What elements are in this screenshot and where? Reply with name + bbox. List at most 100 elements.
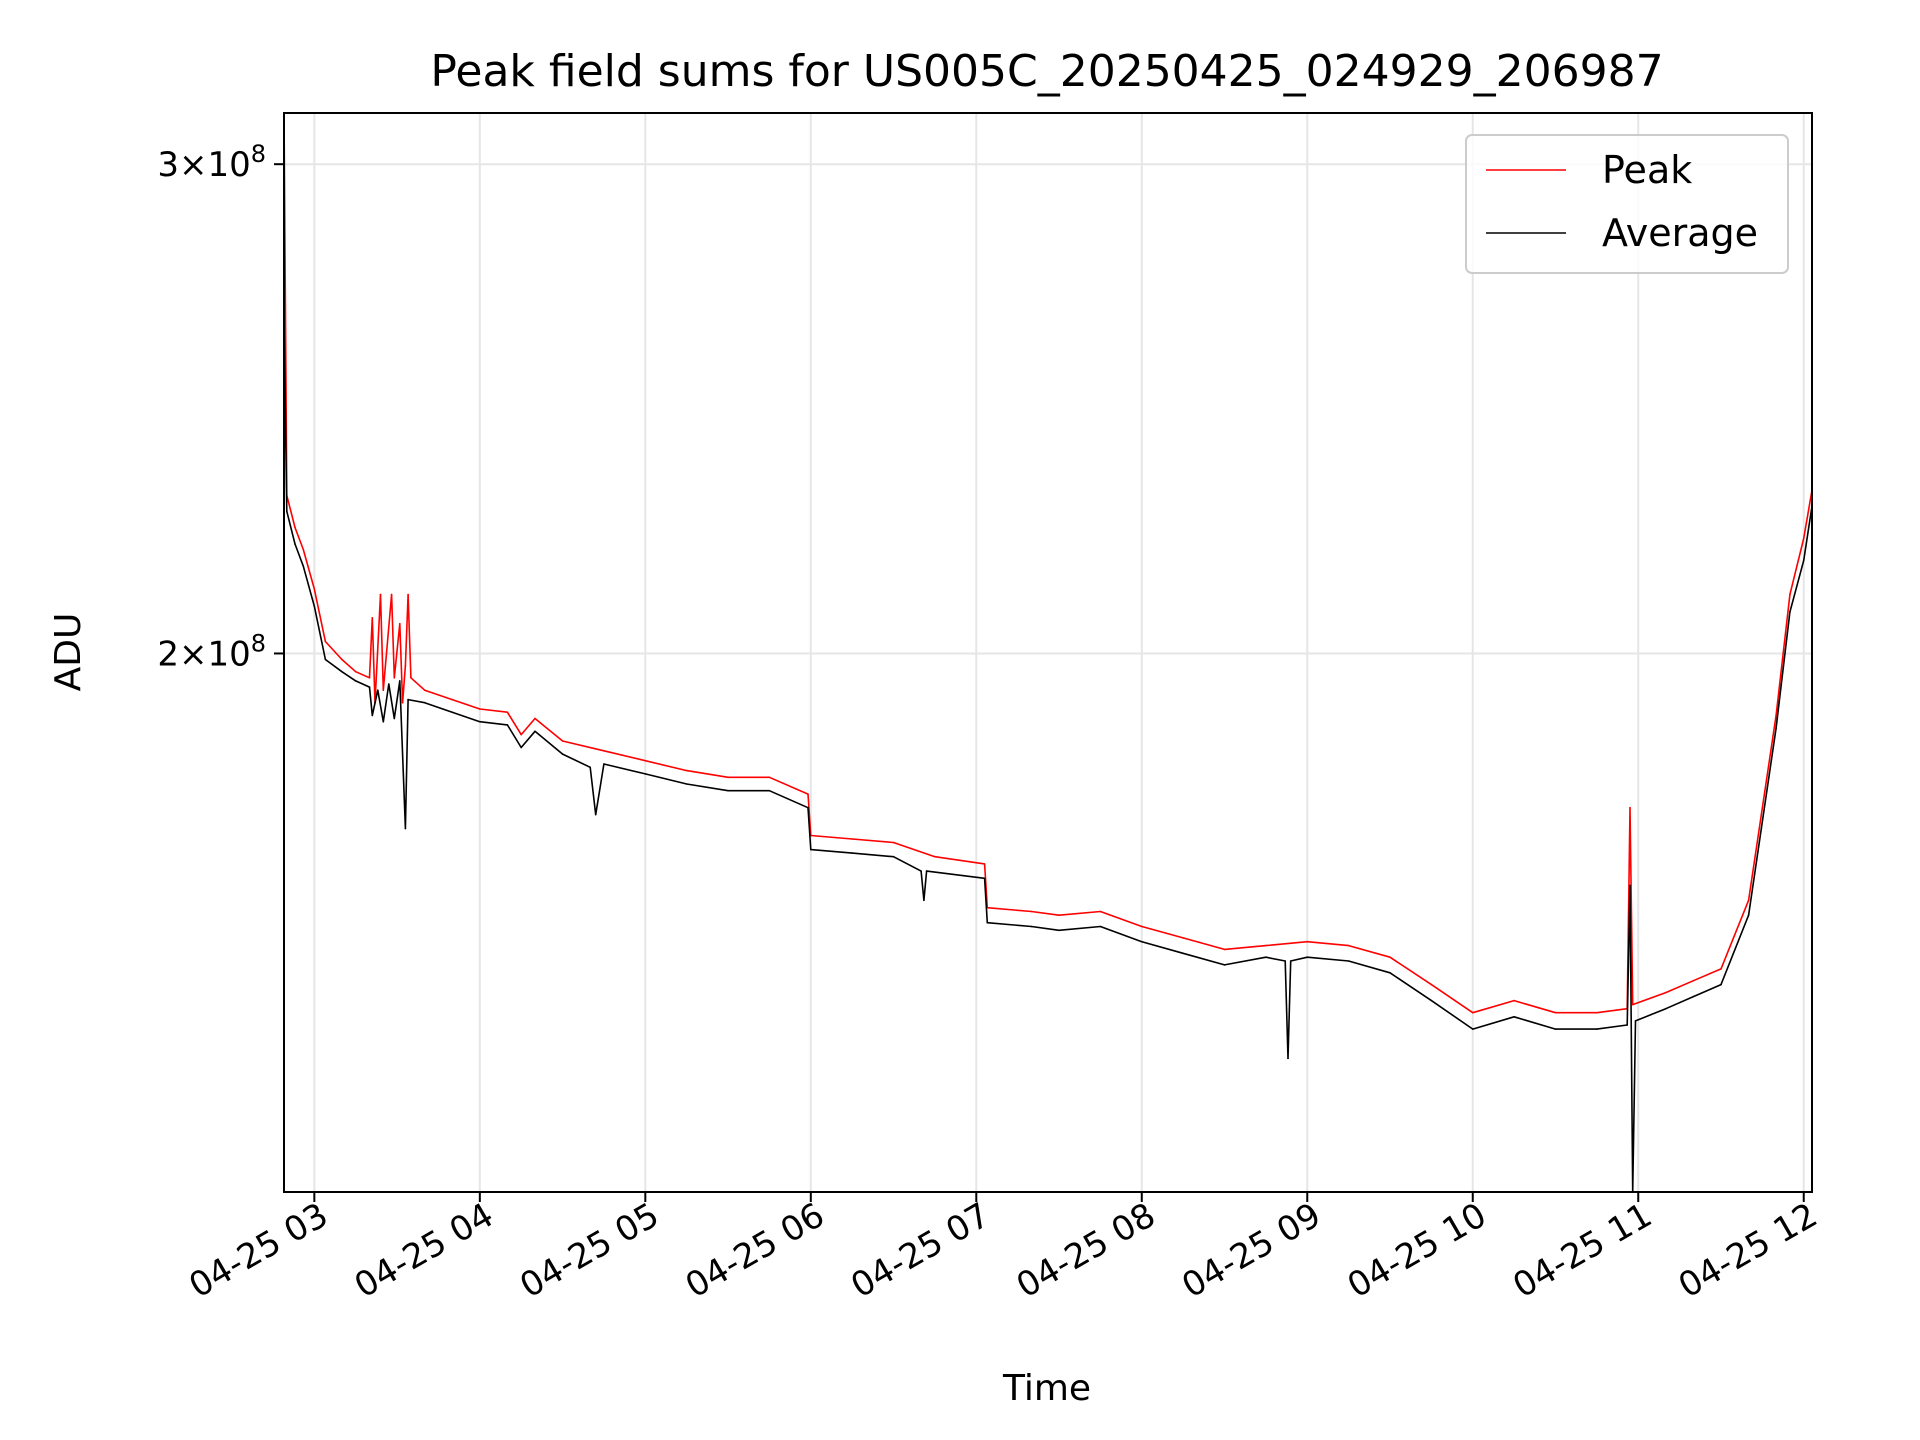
data-point-average (892, 855, 895, 858)
data-point-average (1430, 999, 1433, 1002)
data-point-average (1789, 611, 1791, 613)
data-point-peak (506, 711, 509, 713)
data-point-peak (1265, 944, 1267, 947)
data-point-average (768, 789, 771, 792)
data-point-peak (368, 677, 371, 679)
data-point-peak (423, 689, 426, 691)
data-point-peak (1631, 1003, 1634, 1006)
data-point-peak (1058, 914, 1060, 916)
y-axis-title: ADU (48, 613, 89, 692)
data-point-average (851, 852, 853, 854)
data-point-average (1182, 952, 1184, 955)
data-point-average (1747, 914, 1750, 916)
data-point-peak (603, 750, 605, 752)
data-point-peak (1099, 910, 1102, 913)
data-point-peak (313, 588, 316, 590)
data-point-average (1389, 972, 1391, 974)
y-tick-times: ×10 (179, 145, 251, 185)
data-point-peak (892, 841, 895, 844)
data-point-average (1596, 1028, 1598, 1030)
data-point-peak (768, 776, 771, 779)
data-point-peak (401, 701, 404, 704)
data-point-average (1030, 925, 1033, 928)
data-point-peak (294, 526, 296, 529)
data-point-average (1347, 960, 1350, 962)
data-point-peak (1692, 979, 1695, 982)
data-point-average (313, 605, 316, 607)
data-point-average (368, 686, 371, 688)
data-point-average (341, 670, 343, 673)
legend: Peak Average (1465, 134, 1789, 274)
data-point-peak (451, 698, 454, 701)
data-point-average (393, 717, 396, 720)
data-point-average (1775, 727, 1777, 729)
data-point-average (371, 714, 374, 717)
data-point-average (1058, 929, 1060, 932)
data-point-peak (685, 769, 688, 772)
data-point-average (1289, 960, 1292, 962)
data-point-peak (1789, 593, 1791, 596)
data-point-peak (520, 733, 522, 736)
data-point-peak (1141, 925, 1143, 928)
data-point-average (377, 689, 379, 691)
data-point-average (479, 720, 481, 723)
data-point-peak (644, 759, 647, 762)
data-point-average (1513, 1016, 1515, 1018)
data-point-peak (727, 776, 729, 779)
data-point-average (1099, 925, 1102, 928)
y-tick-mantissa: 3 (157, 145, 179, 185)
data-point-peak (1596, 1011, 1598, 1014)
data-point-peak (393, 677, 396, 679)
data-point-average (1692, 995, 1695, 998)
data-point-average (983, 877, 986, 880)
data-point-peak (354, 670, 357, 673)
data-point-average (1306, 956, 1309, 958)
data-point-average (727, 789, 729, 792)
data-point-peak (1389, 956, 1391, 958)
data-point-peak (382, 689, 385, 691)
y-tick-times: ×10 (179, 634, 251, 674)
data-point-peak (341, 658, 343, 661)
data-point-average (561, 753, 564, 755)
y-tick-label: 2×108 (157, 629, 266, 674)
data-point-peak (1720, 968, 1722, 970)
data-point-peak (399, 622, 401, 625)
y-tick-exponent: 8 (251, 629, 266, 657)
data-point-peak (1030, 910, 1033, 913)
legend-label-average: Average (1602, 211, 1758, 255)
data-point-average (986, 921, 989, 924)
data-point-average (594, 813, 597, 816)
data-point-peak (1554, 1011, 1557, 1014)
data-point-average (1472, 1028, 1474, 1030)
y-tick-exponent: 8 (251, 140, 266, 168)
data-point-peak (1347, 944, 1350, 947)
data-point-average (1634, 1020, 1637, 1022)
data-point-average (920, 870, 922, 872)
data-point-peak (1223, 948, 1226, 951)
data-point-average (923, 899, 925, 902)
data-point-average (603, 763, 605, 765)
data-point-average (382, 720, 385, 723)
data-point-average (1720, 983, 1722, 986)
data-point-average (354, 680, 357, 682)
data-point-average (1287, 1057, 1289, 1060)
data-point-average (407, 698, 409, 701)
data-point-average (423, 701, 426, 704)
data-point-average (1141, 940, 1143, 943)
data-point-average (810, 848, 812, 851)
data-point-average (286, 510, 288, 513)
data-point-peak (1629, 806, 1631, 809)
data-point-peak (561, 740, 564, 742)
data-point-peak (324, 640, 327, 643)
data-point-peak (851, 838, 853, 840)
data-point-average (404, 827, 407, 830)
data-point-peak (302, 548, 305, 551)
data-point-peak (1802, 537, 1805, 540)
data-point-peak (404, 664, 407, 667)
data-point-average (1802, 559, 1805, 562)
data-point-peak (371, 617, 374, 619)
data-point-peak (1306, 940, 1309, 943)
data-point-peak (1665, 991, 1667, 994)
